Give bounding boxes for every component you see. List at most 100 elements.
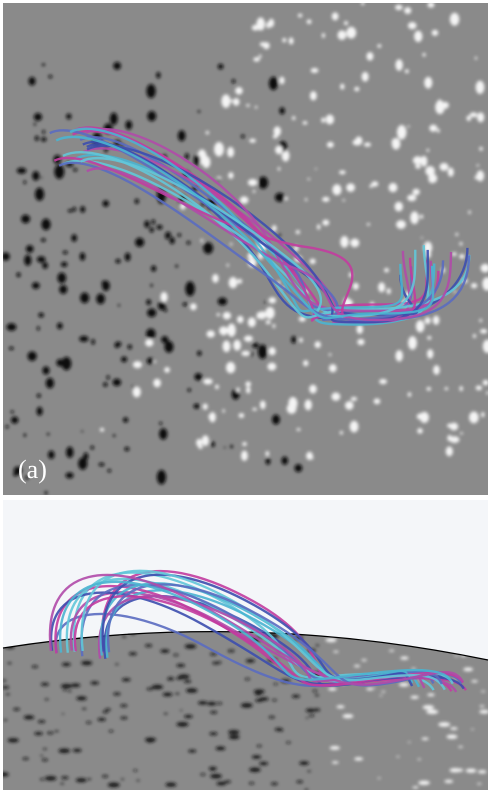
positive-flux: [212, 274, 219, 283]
positive-flux: [256, 17, 265, 30]
negative-flux: [28, 351, 37, 361]
positive-flux: [440, 163, 449, 171]
positive-flux: [317, 224, 321, 229]
negative-flux: [159, 428, 167, 439]
negative-flux: [21, 215, 30, 224]
negative-flux: [173, 654, 178, 656]
positive-flux: [479, 710, 489, 714]
negative-flux: [42, 262, 48, 269]
positive-flux: [408, 22, 417, 29]
negative-flux: [76, 696, 87, 700]
positive-flux: [420, 412, 429, 423]
negative-flux: [146, 84, 155, 98]
positive-flux: [476, 170, 484, 181]
positive-flux: [329, 353, 332, 355]
positive-flux: [396, 220, 406, 229]
positive-flux: [422, 737, 429, 740]
negative-flux: [80, 206, 85, 213]
positive-flux: [203, 379, 213, 385]
positive-flux: [160, 292, 167, 303]
positive-flux: [307, 19, 312, 24]
negative-flux: [68, 691, 72, 692]
negative-flux: [45, 776, 57, 780]
positive-flux: [206, 131, 209, 134]
positive-flux: [452, 252, 457, 256]
negative-flux: [304, 789, 308, 790]
positive-flux: [221, 94, 230, 108]
negative-flux: [188, 750, 196, 753]
negative-flux: [146, 329, 156, 339]
positive-flux: [450, 423, 458, 431]
negative-flux: [187, 388, 191, 391]
negative-flux: [54, 165, 64, 179]
negative-flux: [66, 113, 71, 119]
positive-flux: [377, 44, 381, 47]
positive-flux: [432, 30, 439, 36]
positive-flux: [395, 59, 402, 71]
negative-flux: [164, 713, 168, 714]
negative-flux: [246, 659, 255, 662]
positive-flux: [325, 638, 336, 642]
positive-flux: [480, 705, 485, 707]
positive-flux: [357, 339, 364, 345]
negative-flux: [144, 221, 149, 228]
positive-flux: [228, 172, 233, 179]
negative-flux: [147, 688, 154, 690]
positive-flux: [336, 705, 344, 708]
negative-flux: [286, 742, 291, 744]
negative-flux: [60, 783, 64, 784]
negative-flux: [11, 417, 18, 424]
positive-flux: [275, 146, 283, 155]
negative-flux: [291, 336, 296, 343]
positive-flux: [227, 264, 229, 267]
positive-flux: [321, 118, 325, 123]
positive-flux: [459, 242, 462, 245]
positive-flux: [215, 385, 219, 390]
negative-flux: [121, 356, 127, 362]
negative-flux: [62, 357, 72, 370]
positive-flux: [278, 167, 281, 171]
positive-flux: [263, 42, 270, 49]
negative-flux: [197, 351, 201, 356]
positive-flux: [154, 360, 157, 363]
negative-flux: [258, 176, 268, 188]
positive-flux: [303, 121, 308, 125]
positive-flux: [450, 727, 457, 730]
positive-flux: [227, 147, 234, 158]
negative-flux: [17, 168, 27, 174]
negative-flux: [266, 458, 271, 465]
positive-flux: [442, 102, 449, 109]
negative-flux: [57, 323, 63, 330]
positive-flux: [233, 98, 240, 106]
negative-flux: [165, 232, 171, 238]
positive-flux: [227, 324, 236, 337]
negative-flux: [157, 470, 166, 485]
negative-flux: [11, 411, 14, 414]
negative-flux: [102, 775, 108, 777]
positive-flux: [255, 106, 258, 109]
negative-flux: [122, 678, 131, 681]
positive-flux: [389, 183, 398, 192]
positive-flux: [455, 233, 458, 236]
positive-flux: [201, 239, 203, 242]
negative-flux: [103, 382, 107, 386]
positive-flux: [429, 125, 437, 132]
negative-flux: [123, 417, 128, 422]
negative-flux: [200, 774, 205, 776]
positive-flux: [164, 367, 170, 373]
negative-flux: [118, 304, 120, 306]
negative-flux: [13, 472, 17, 476]
positive-flux: [268, 297, 276, 303]
positive-flux: [311, 456, 314, 459]
negative-flux: [273, 683, 277, 685]
positive-flux: [379, 695, 382, 696]
negative-flux: [26, 245, 34, 253]
negative-flux: [73, 749, 82, 752]
positive-flux: [237, 279, 242, 284]
positive-flux: [265, 451, 269, 456]
positive-flux: [259, 54, 262, 58]
negative-flux: [185, 281, 195, 296]
positive-flux: [133, 361, 142, 368]
positive-flux: [354, 87, 359, 91]
negative-flux: [78, 458, 87, 470]
